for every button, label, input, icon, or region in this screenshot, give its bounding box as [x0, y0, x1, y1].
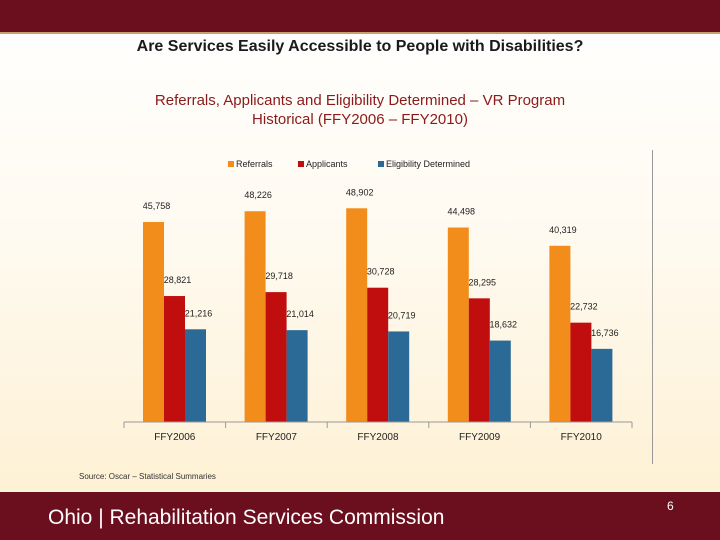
data-label: 20,719 — [388, 310, 416, 320]
legend-label: Applicants — [306, 159, 348, 169]
data-label: 21,216 — [185, 308, 213, 318]
data-label: 28,821 — [164, 275, 192, 285]
data-label: 48,902 — [346, 187, 374, 197]
bar — [244, 211, 266, 422]
bar — [489, 340, 511, 422]
data-label: 22,732 — [570, 302, 598, 312]
legend-label: Eligibility Determined — [386, 159, 470, 169]
data-label: 30,728 — [367, 267, 395, 277]
bar — [346, 208, 368, 422]
data-label: 16,736 — [591, 328, 619, 338]
source-note: Source: Oscar – Statistical Summaries — [79, 472, 216, 481]
bar — [468, 298, 490, 422]
chart-title: Referrals, Applicants and Eligibility De… — [154, 92, 566, 128]
legend-swatch — [298, 161, 304, 167]
category-label: FFY2007 — [256, 432, 298, 443]
footer-org-name: Ohio | Rehabilitation Services Commissio… — [48, 506, 445, 529]
legend-label: Referrals — [236, 159, 273, 169]
data-label: 28,295 — [469, 277, 497, 287]
data-label: 29,718 — [265, 271, 293, 281]
bar — [570, 322, 592, 422]
chart-frame-line — [652, 150, 653, 464]
data-label: 45,758 — [143, 201, 171, 211]
category-label: FFY2008 — [357, 432, 399, 443]
top-divider — [0, 32, 720, 34]
bar — [388, 331, 410, 422]
bar — [265, 292, 287, 422]
legend-swatch — [378, 161, 384, 167]
bar — [591, 348, 613, 422]
category-label: FFY2009 — [459, 432, 501, 443]
data-label: 48,226 — [244, 190, 272, 200]
data-label: 44,498 — [448, 207, 476, 217]
bar — [447, 227, 469, 422]
legend-swatch — [228, 161, 234, 167]
footer-banner — [0, 492, 720, 540]
data-label: 40,319 — [549, 225, 577, 235]
category-label: FFY2010 — [561, 432, 603, 443]
bar — [367, 287, 389, 422]
slide-title: Are Services Easily Accessible to People… — [136, 38, 584, 55]
bar — [143, 222, 164, 422]
data-label: 18,632 — [490, 320, 518, 330]
page-number: 6 — [667, 499, 674, 513]
category-label: FFY2006 — [154, 432, 196, 443]
bar — [549, 245, 571, 422]
bar — [286, 330, 308, 422]
data-label: 21,014 — [286, 309, 314, 319]
top-banner — [0, 0, 720, 32]
bar — [185, 329, 206, 422]
bar — [164, 296, 185, 422]
